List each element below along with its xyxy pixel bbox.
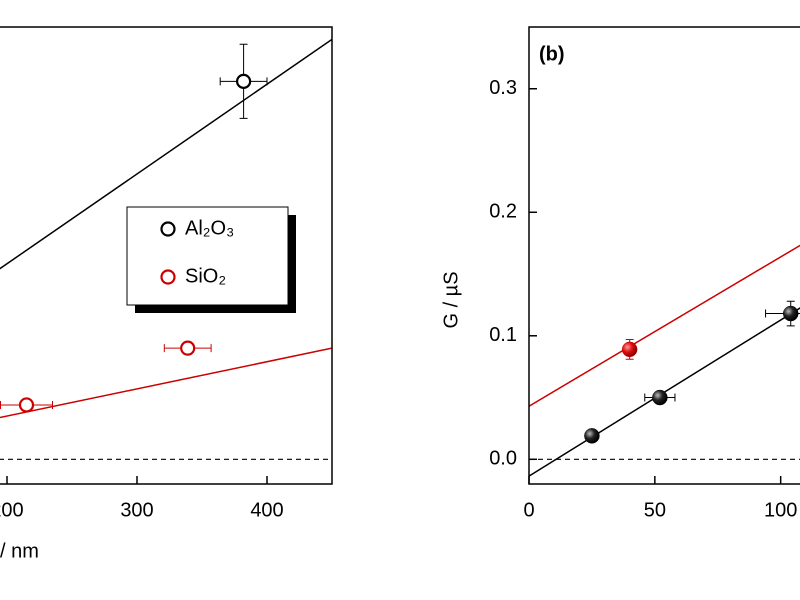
marker — [180, 340, 196, 356]
marker — [652, 389, 668, 406]
fit-line — [529, 244, 800, 407]
fit-line — [529, 307, 800, 477]
marker — [621, 341, 638, 358]
x-tick-label: 300 — [120, 499, 153, 521]
marker — [782, 305, 799, 322]
marker — [18, 397, 35, 413]
y-tick-label: 0.2 — [489, 201, 517, 223]
x-tick-label: 200 — [0, 499, 24, 521]
legend-box — [126, 206, 289, 306]
legend-label: SiO₂ — [185, 265, 226, 287]
legend-marker — [160, 269, 176, 285]
x-axis-label: / nm — [0, 540, 39, 562]
x-tick-label: 400 — [250, 499, 283, 521]
plot-frame — [0, 26, 333, 485]
x-tick-label: 50 — [644, 499, 666, 521]
plot-area — [0, 38, 332, 460]
marker — [584, 428, 600, 444]
x-tick-label: 0 — [523, 499, 534, 521]
panel-label: (b) — [539, 43, 565, 65]
y-axis-label: G / µS — [440, 271, 462, 328]
x-tick-label: 100 — [764, 499, 797, 521]
plot-frame — [528, 26, 800, 485]
y-tick-label: 0.1 — [489, 324, 517, 346]
legend-label: Al₂O₃ — [185, 217, 234, 239]
plot-area — [529, 244, 800, 477]
y-tick-label: 0.3 — [489, 77, 517, 99]
marker — [236, 73, 252, 89]
fit-line — [0, 347, 332, 419]
y-tick-label: 0.0 — [489, 448, 517, 470]
legend-marker — [160, 221, 176, 237]
